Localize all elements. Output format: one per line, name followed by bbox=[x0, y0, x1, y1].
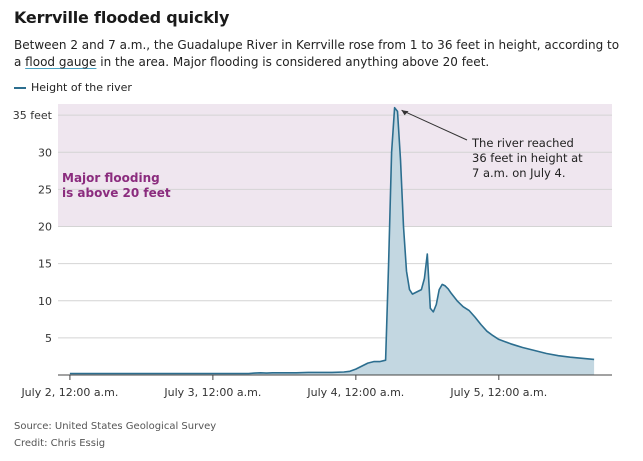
annotation-leader-line bbox=[401, 109, 468, 141]
legend-label: Height of the river bbox=[31, 81, 132, 94]
source-note: Source: United States Geological Survey bbox=[14, 421, 217, 432]
x-tick-label: July 5, 12:00 a.m. bbox=[449, 386, 547, 399]
major-flooding-band bbox=[58, 104, 612, 227]
band-label-line: Major flooding bbox=[62, 171, 160, 185]
annotation-text-line: 7 a.m. on July 4. bbox=[472, 166, 565, 180]
annotation-arrowhead bbox=[401, 110, 409, 116]
y-tick-label: 30 bbox=[38, 146, 52, 159]
river-height-line bbox=[69, 106, 595, 375]
flood-gauge-link[interactable]: flood gauge bbox=[25, 55, 97, 69]
y-tick-label: 20 bbox=[38, 221, 52, 234]
y-tick-label: 10 bbox=[38, 295, 52, 308]
annotation-text-line: The river reached bbox=[471, 136, 574, 150]
x-tick-label: July 4, 12:00 a.m. bbox=[306, 386, 404, 399]
chart-subtitle: Between 2 and 7 a.m., the Guadalupe Rive… bbox=[14, 37, 629, 71]
subtitle-text-after: in the area. Major flooding is considere… bbox=[96, 55, 490, 69]
legend-swatch bbox=[14, 86, 26, 89]
y-tick-label: 25 bbox=[38, 183, 52, 196]
river-height-area bbox=[69, 107, 595, 375]
legend: Height of the river bbox=[14, 81, 132, 94]
chart-title: Kerrville flooded quickly bbox=[14, 8, 230, 27]
y-tick-label: 35 feet bbox=[13, 109, 53, 122]
credit-note: Credit: Chris Essig bbox=[14, 438, 106, 449]
y-tick-label: 15 bbox=[38, 258, 52, 271]
x-tick-label: July 2, 12:00 a.m. bbox=[20, 386, 118, 399]
annotation-text-line: 36 feet in height at bbox=[472, 151, 583, 165]
x-tick-label: July 3, 12:00 a.m. bbox=[163, 386, 261, 399]
subtitle-text-before: Between 2 and 7 a.m., the Guadalupe Rive… bbox=[14, 38, 620, 69]
band-label-line: is above 20 feet bbox=[62, 186, 171, 200]
y-tick-label: 5 bbox=[45, 332, 52, 345]
